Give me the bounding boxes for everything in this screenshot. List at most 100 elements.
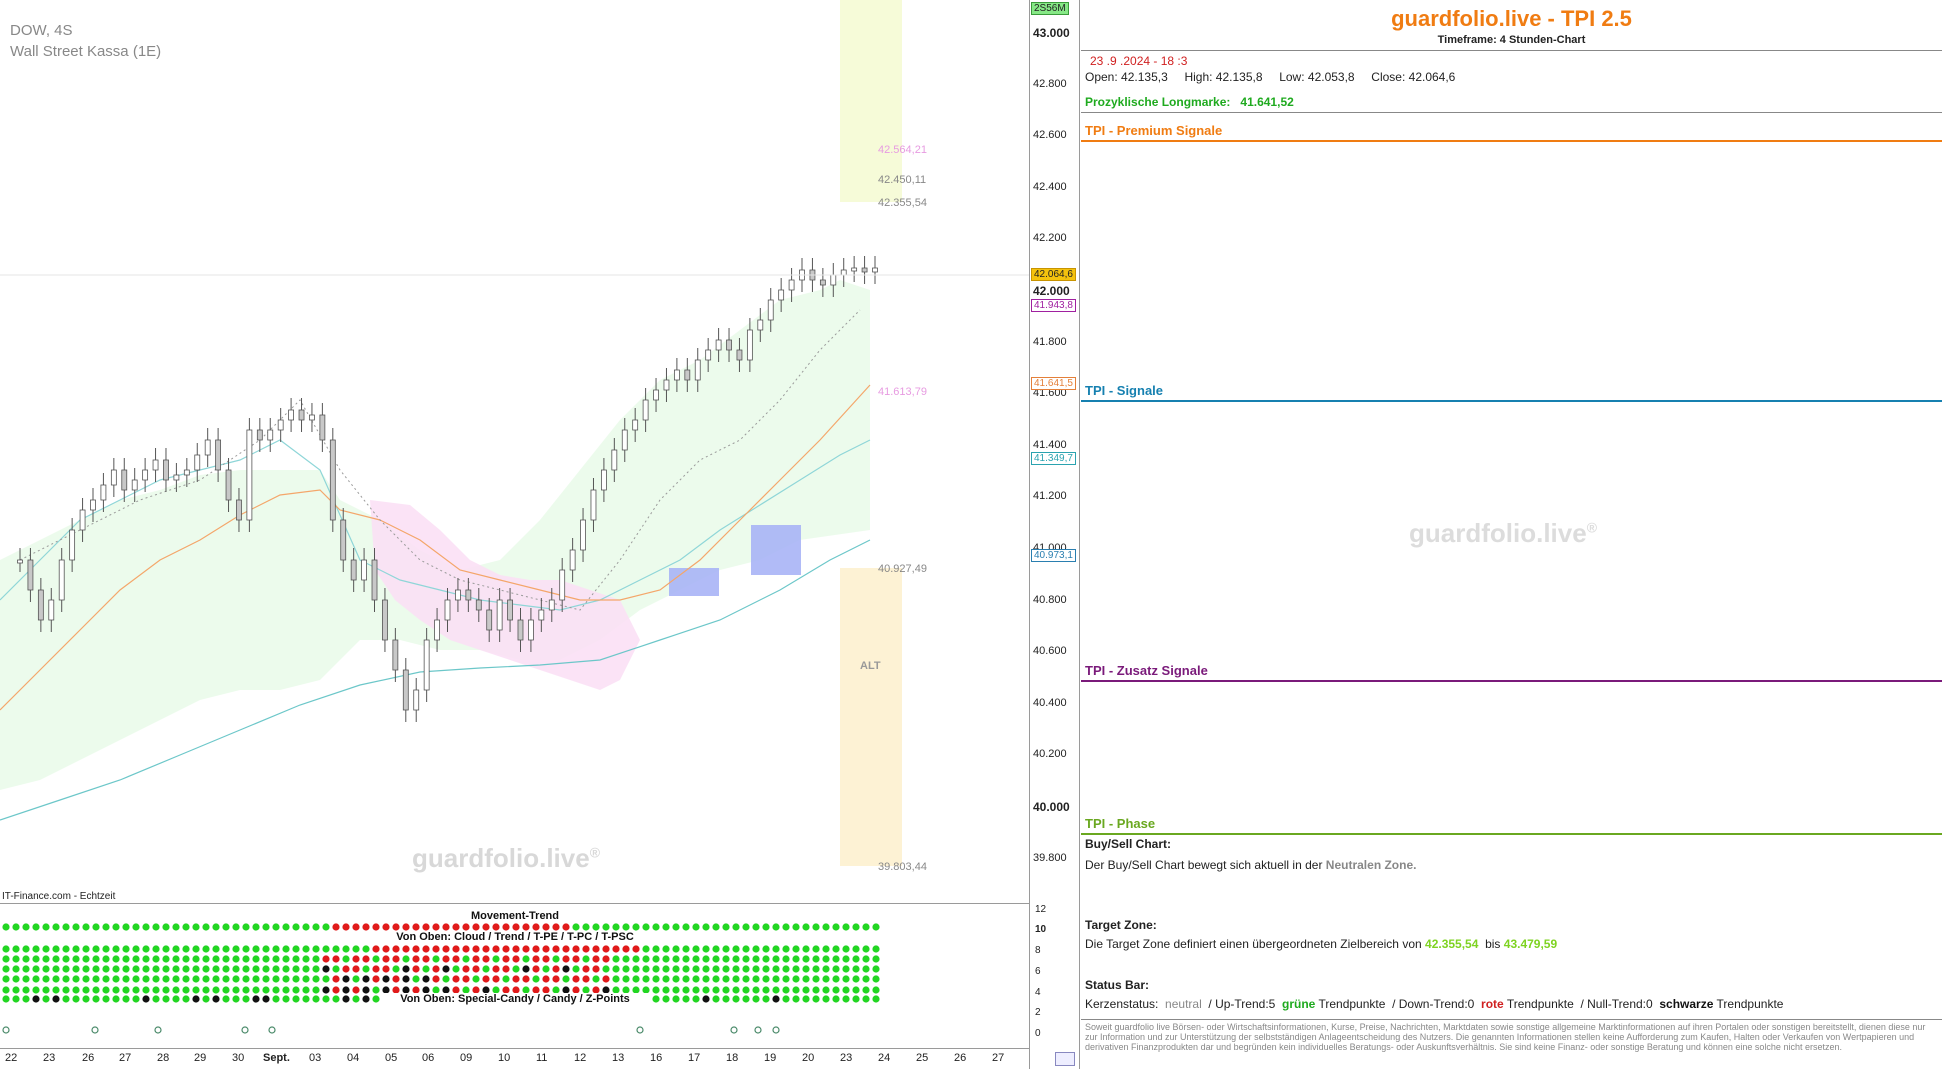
indicator-dot [682,923,690,931]
z-point-marker [772,1026,780,1034]
indicator-dot [602,955,610,963]
date-axis-tick: 05 [385,1052,398,1064]
candle-body [538,609,545,621]
candle-body [444,599,451,621]
indicator-dot [392,986,400,994]
target-to-value: 43.479,59 [1503,937,1558,951]
indicator-dot [742,995,750,1003]
indicator-dot [542,965,550,973]
indicator-canvas[interactable] [0,905,1029,1050]
candle-body [204,439,211,456]
chart-settings-icon[interactable] [1055,1052,1075,1066]
indicator-dot [632,965,640,973]
date-axis-tick: 29 [194,1052,207,1064]
indicator-dot [822,955,830,963]
indicator-dot [812,965,820,973]
indicator-dot [582,986,590,994]
indicator-dot [172,986,180,994]
indicator-dot [12,986,20,994]
indicator-dot [122,995,130,1003]
indicator-dot [192,965,200,973]
indicator-dot [352,975,360,983]
indicator-dot [82,995,90,1003]
indicator-dot [712,965,720,973]
z-point-marker [154,1026,162,1034]
indicator-dot [482,945,490,953]
indicator-dot [672,923,680,931]
indicator-dot [72,995,80,1003]
indicator-dot [212,965,220,973]
indicator-dot [102,986,110,994]
indicator-dot [732,986,740,994]
price-axis-tick: 43.000 [1033,26,1070,40]
indicator-dot [312,965,320,973]
indicator-dot [592,986,600,994]
candle-body [17,559,23,564]
indicator-dot [622,975,630,983]
price-axis-tick: 42.600 [1033,129,1067,142]
price-chart-pane[interactable]: DOW, 4S Wall Street Kassa (1E) IT-Financ… [0,0,1080,1069]
date-axis-tick: 28 [157,1052,170,1064]
status-text: Kerzenstatus: neutral / Up-Trend:5 grüne… [1085,997,1784,1011]
indicator-dot [202,945,210,953]
indicator-dot [122,965,130,973]
indicator-dot [372,975,380,983]
candle-body [215,439,222,471]
indicator-dot [512,965,520,973]
indicator-dot [432,955,440,963]
indicator-dot [102,923,110,931]
candle-body [246,429,253,521]
indicator-dot [422,975,430,983]
candlestick-series [17,256,878,722]
indicator-dot [262,995,270,1003]
indicator-dot [692,965,700,973]
indicator-dot [492,986,500,994]
indicator-dot [122,986,130,994]
candle-body [694,359,701,381]
indicator-dot [42,965,50,973]
indicator-dot [812,955,820,963]
indicator-dot [472,975,480,983]
indicator-dot [372,923,380,931]
indicator-dot [752,923,760,931]
zone-label-pink-top: 42.564,21 [878,144,927,156]
indicator-dot [832,995,840,1003]
indicator-dot [422,923,430,931]
indicator-dot [592,945,600,953]
indicator-dot [842,975,850,983]
indicator-dot [112,955,120,963]
price-axis-tick: 40.400 [1033,696,1067,709]
price-chart-canvas[interactable] [0,0,1080,1069]
indicator-dot [612,975,620,983]
indicator-dot [172,955,180,963]
high-value: 42.135,8 [1215,70,1263,84]
indicator-dot [382,975,390,983]
indicator-dot [472,955,480,963]
indicator-dot [812,986,820,994]
open-value: 42.135,3 [1121,70,1168,84]
alt-zone-bottom [840,568,902,866]
indicator-dot [352,995,360,1003]
indicator-dot [82,945,90,953]
candle-body [329,439,336,521]
indicator-dot [132,975,140,983]
price-axis-tick: 41.600 [1033,387,1067,400]
price-axis-tick: 40.000 [1033,800,1070,814]
indicator-dot [32,975,40,983]
indicator-dot [352,965,360,973]
indicator-dot [522,945,530,953]
candle-body [277,419,284,431]
indicator-dot [492,965,500,973]
indicator-dot [602,965,610,973]
indicator-dot [92,986,100,994]
indicator-dot [272,923,280,931]
indicator-dot [512,923,520,931]
symbol-label: DOW, 4S [10,22,73,39]
orange-level-tag: 41.641,5 [1031,377,1076,390]
timer-badge: 2S56M [1031,2,1069,15]
indicator-dot [242,986,250,994]
indicator-dot [252,986,260,994]
indicator-dot [762,923,770,931]
signals-title: TPI - Signale [1085,383,1164,398]
indicator-dot [52,945,60,953]
